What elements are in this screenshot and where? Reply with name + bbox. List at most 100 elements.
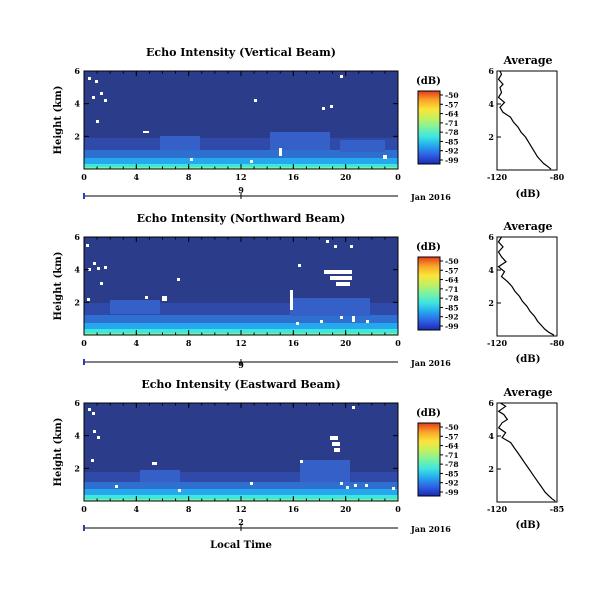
day-label: 2 bbox=[238, 517, 244, 527]
colorbar-tick-label: -71 bbox=[445, 119, 459, 128]
colorbar-tick-label: -57 bbox=[445, 100, 459, 109]
profile-title: Average bbox=[502, 220, 552, 233]
x-tick-label: 20 bbox=[340, 338, 352, 348]
colorbar-tick-label: -71 bbox=[445, 451, 459, 460]
x-tick-label: 0 bbox=[395, 172, 401, 182]
colorbar-tick-label: -71 bbox=[445, 285, 459, 294]
x-tick-label: 4 bbox=[134, 172, 140, 182]
colorbar: (dB) -50-57-64-71-78-85-92-99 bbox=[416, 76, 459, 165]
x-tick-label: 16 bbox=[288, 338, 300, 348]
missing-data bbox=[88, 75, 387, 163]
colorbar-tick-label: -57 bbox=[445, 432, 459, 441]
x-ticks: 0 4 8 12 16 20 0 bbox=[81, 237, 401, 348]
colorbar-tick-label: -92 bbox=[445, 479, 459, 488]
colorbar-tick-label: -57 bbox=[445, 266, 459, 275]
colorbar-tick-label: -50 bbox=[445, 257, 459, 266]
y-tick-label: 4 bbox=[74, 99, 80, 109]
colorbar-tick-label: -99 bbox=[445, 322, 459, 331]
y-tick-label: 4 bbox=[74, 265, 80, 275]
colorbar-gradient bbox=[417, 256, 441, 331]
y-axis-label: Height (km) bbox=[53, 418, 64, 487]
x-tick-label: 12 bbox=[235, 504, 246, 514]
colorbar-tick-label: -85 bbox=[445, 137, 459, 146]
y-tick-label: 6 bbox=[74, 398, 80, 408]
panel-title: Echo Intensity (Northward Beam) bbox=[137, 212, 346, 225]
profile-x-tick-label: -80 bbox=[550, 338, 565, 348]
date-label: Jan 2016 bbox=[410, 524, 451, 534]
date-label: Jan 2016 bbox=[410, 192, 451, 202]
y-axis-label: Height (km) bbox=[53, 252, 64, 321]
profile-frame bbox=[496, 236, 558, 337]
panel-title: Echo Intensity (Vertical Beam) bbox=[146, 46, 336, 59]
colorbar-tick-label: -64 bbox=[445, 442, 459, 451]
profile-frame bbox=[496, 70, 558, 171]
x-tick-label: 16 bbox=[288, 172, 300, 182]
x-tick-label: 16 bbox=[288, 504, 300, 514]
colorbar: (dB) -50-57-64-71-78-85-92-99 bbox=[416, 408, 459, 497]
x-tick-label: 20 bbox=[340, 172, 352, 182]
y-tick-label: 4 bbox=[74, 431, 80, 441]
colorbar-tick-label: -85 bbox=[445, 303, 459, 312]
y-tick-label: 2 bbox=[74, 297, 80, 307]
profile-x-tick-label: -85 bbox=[550, 504, 564, 514]
profile-line bbox=[497, 236, 555, 336]
echo-layer bbox=[84, 298, 398, 335]
profile-xlabel: (dB) bbox=[516, 520, 541, 531]
profile-plot: Average -120 -85 6 4 2 (dB) bbox=[487, 386, 564, 531]
x-tick-label: 4 bbox=[134, 504, 140, 514]
colorbar-unit: (dB) bbox=[416, 76, 441, 87]
profile-plot: Average -120 -80 6 4 2 (dB) bbox=[487, 54, 565, 200]
profile-y-tick-label: 6 bbox=[488, 66, 494, 76]
colorbar-tick-label: -64 bbox=[445, 110, 459, 119]
x-tick-label: 12 bbox=[235, 338, 246, 348]
profile-y-tick-label: 2 bbox=[488, 132, 494, 142]
date-axis: 9 Jan 2016 bbox=[83, 185, 451, 202]
y-ticks: 6 4 2 bbox=[74, 398, 398, 473]
colorbar-tick-label: -99 bbox=[445, 156, 459, 165]
date-label: Jan 2016 bbox=[410, 358, 451, 368]
date-axis: 9 Jan 2016 bbox=[83, 358, 451, 370]
day-label: 9 bbox=[238, 185, 244, 195]
panel-vertical-beam: Echo Intensity (Vertical Beam) Height (k… bbox=[53, 46, 565, 202]
x-tick-label: 8 bbox=[186, 504, 192, 514]
missing-data bbox=[86, 240, 369, 325]
x-tick-label: 0 bbox=[81, 504, 87, 514]
x-tick-label: 8 bbox=[186, 338, 192, 348]
profile-title: Average bbox=[502, 386, 552, 399]
profile-x-tick-label: -80 bbox=[550, 172, 565, 182]
profile-x-tick-label: -120 bbox=[487, 172, 507, 182]
profile-xlabel: (dB) bbox=[516, 354, 541, 365]
colorbar-unit: (dB) bbox=[416, 408, 441, 419]
profile-x-tick-label: -120 bbox=[487, 338, 507, 348]
profile-y-tick-label: 6 bbox=[488, 232, 494, 242]
y-tick-label: 2 bbox=[74, 131, 80, 141]
colorbar-unit: (dB) bbox=[416, 242, 441, 253]
profile-line bbox=[497, 70, 552, 170]
colorbar-gradient bbox=[417, 422, 441, 497]
panel-northward-beam: Echo Intensity (Northward Beam) Height (… bbox=[53, 212, 565, 370]
y-tick-label: 2 bbox=[74, 463, 80, 473]
profile-y-tick-label: 4 bbox=[488, 265, 494, 275]
y-tick-label: 6 bbox=[74, 66, 80, 76]
panel-title: Echo Intensity (Eastward Beam) bbox=[141, 378, 340, 391]
x-tick-label: 0 bbox=[395, 338, 401, 348]
colorbar-tick-label: -78 bbox=[445, 128, 459, 137]
colorbar-tick-label: -78 bbox=[445, 294, 459, 303]
colorbar-gradient bbox=[417, 90, 441, 165]
x-ticks: 0 4 8 12 16 20 0 bbox=[81, 403, 401, 514]
profile-xlabel: (dB) bbox=[516, 189, 541, 200]
profile-plot: Average -120 -80 6 4 2 (dB) bbox=[487, 220, 565, 365]
x-ticks: 0 4 8 12 16 20 0 bbox=[81, 71, 401, 182]
colorbar-tick-label: -64 bbox=[445, 276, 459, 285]
y-ticks: 6 4 2 bbox=[74, 232, 398, 307]
y-ticks: 6 4 2 bbox=[74, 66, 398, 141]
date-axis: 2 Jan 2016 Local Time bbox=[83, 517, 451, 551]
profile-title: Average bbox=[502, 54, 552, 67]
y-axis-label: Height (km) bbox=[53, 86, 64, 155]
colorbar-tick-label: -92 bbox=[445, 147, 459, 156]
day-label: 9 bbox=[238, 360, 244, 370]
panel-eastward-beam: Echo Intensity (Eastward Beam) Height (k… bbox=[53, 378, 564, 551]
profile-y-tick-label: 4 bbox=[488, 99, 494, 109]
x-tick-label: 0 bbox=[81, 338, 87, 348]
profile-line bbox=[497, 402, 556, 502]
